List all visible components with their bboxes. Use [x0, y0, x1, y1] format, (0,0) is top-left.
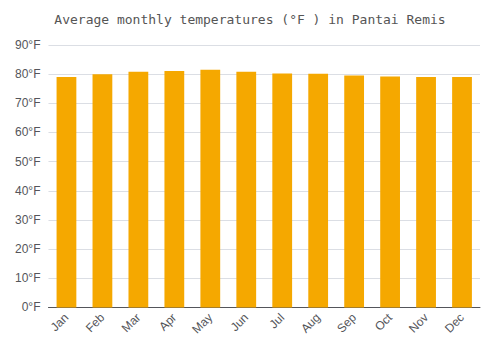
svg-text:70°F: 70°F — [15, 96, 40, 110]
svg-text:Jul: Jul — [266, 311, 287, 332]
svg-text:Aug: Aug — [298, 311, 323, 336]
svg-text:May: May — [189, 311, 215, 337]
svg-text:Oct: Oct — [372, 310, 396, 334]
svg-text:80°F: 80°F — [15, 67, 40, 81]
svg-text:0°F: 0°F — [22, 300, 41, 314]
svg-text:10°F: 10°F — [15, 271, 40, 285]
svg-text:Jun: Jun — [228, 311, 252, 335]
svg-text:Feb: Feb — [83, 310, 108, 335]
svg-text:Dec: Dec — [442, 311, 467, 336]
svg-text:Mar: Mar — [119, 311, 144, 335]
svg-text:60°F: 60°F — [15, 125, 40, 139]
svg-text:Sep: Sep — [334, 310, 359, 335]
svg-text:90°F: 90°F — [15, 38, 40, 52]
svg-text:Nov: Nov — [406, 311, 431, 336]
svg-text:30°F: 30°F — [15, 213, 40, 227]
svg-text:40°F: 40°F — [15, 184, 40, 198]
svg-text:Average monthly temperatures (: Average monthly temperatures (°F ) in Pa… — [54, 12, 445, 27]
svg-text:Apr: Apr — [156, 311, 179, 334]
svg-text:50°F: 50°F — [15, 155, 40, 169]
svg-text:20°F: 20°F — [15, 242, 40, 256]
svg-text:Jan: Jan — [48, 311, 72, 335]
